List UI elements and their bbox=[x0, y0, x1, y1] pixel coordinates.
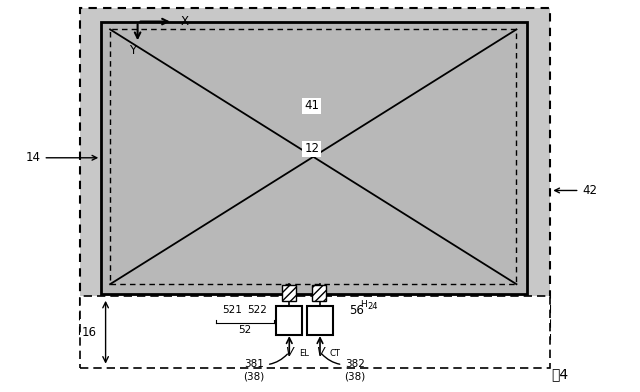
Text: 522: 522 bbox=[247, 305, 268, 316]
Text: 42: 42 bbox=[555, 184, 597, 197]
Text: V: V bbox=[316, 345, 324, 359]
Text: 41: 41 bbox=[304, 99, 319, 113]
Bar bbox=[101, 22, 527, 294]
Text: 16: 16 bbox=[82, 326, 97, 339]
Text: (38): (38) bbox=[243, 371, 265, 381]
Bar bbox=[282, 285, 296, 301]
Text: 56: 56 bbox=[349, 304, 364, 317]
Text: 381: 381 bbox=[244, 354, 287, 369]
Bar bbox=[80, 296, 550, 368]
Text: 521: 521 bbox=[221, 305, 242, 316]
Bar bbox=[312, 285, 326, 301]
Text: EL: EL bbox=[299, 349, 308, 358]
Text: X: X bbox=[180, 15, 189, 28]
Bar bbox=[110, 29, 516, 284]
Bar bbox=[276, 306, 302, 335]
Bar bbox=[80, 8, 550, 339]
Text: (38): (38) bbox=[344, 371, 366, 381]
Text: H: H bbox=[360, 301, 367, 309]
Text: 図4: 図4 bbox=[552, 367, 568, 381]
Text: 14: 14 bbox=[26, 151, 97, 164]
Text: 382: 382 bbox=[322, 354, 365, 369]
Text: V: V bbox=[285, 345, 293, 359]
Text: Y: Y bbox=[129, 44, 136, 57]
Text: 12: 12 bbox=[304, 142, 319, 156]
Text: 52: 52 bbox=[239, 325, 252, 336]
Text: 24: 24 bbox=[367, 302, 378, 311]
Text: CT: CT bbox=[330, 349, 340, 358]
Bar bbox=[307, 306, 333, 335]
